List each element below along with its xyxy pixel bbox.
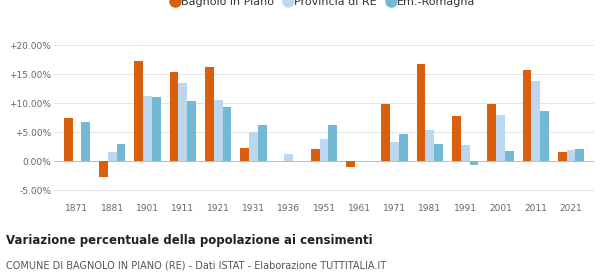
Bar	[346, 161, 355, 167]
Bar	[82, 122, 90, 161]
Bar	[152, 97, 161, 161]
Legend: Bagnolo in Piano, Provincia di RE, Em.-Romagna: Bagnolo in Piano, Provincia di RE, Em.-R…	[168, 0, 480, 12]
Bar	[240, 148, 249, 161]
Bar	[187, 101, 196, 161]
Bar	[205, 67, 214, 161]
Bar	[566, 150, 575, 161]
Bar	[178, 83, 187, 161]
Bar	[311, 150, 320, 161]
Bar	[425, 130, 434, 161]
Bar	[575, 150, 584, 161]
Bar	[214, 100, 223, 161]
Bar	[143, 96, 152, 161]
Bar	[523, 70, 532, 161]
Bar	[434, 144, 443, 161]
Bar	[284, 154, 293, 161]
Bar	[249, 132, 258, 161]
Bar	[390, 142, 399, 161]
Bar	[487, 104, 496, 161]
Bar	[320, 139, 328, 161]
Bar	[461, 145, 470, 161]
Bar	[496, 115, 505, 161]
Bar	[558, 152, 566, 161]
Bar	[170, 73, 178, 161]
Bar	[470, 161, 478, 165]
Bar	[258, 125, 266, 161]
Bar	[540, 111, 549, 161]
Bar	[399, 134, 408, 161]
Bar	[382, 104, 390, 161]
Bar	[99, 161, 108, 177]
Bar	[223, 107, 232, 161]
Text: Variazione percentuale della popolazione ai censimenti: Variazione percentuale della popolazione…	[6, 234, 373, 247]
Bar	[532, 81, 540, 161]
Bar	[416, 64, 425, 161]
Bar	[64, 118, 73, 161]
Bar	[505, 151, 514, 161]
Text: COMUNE DI BAGNOLO IN PIANO (RE) - Dati ISTAT - Elaborazione TUTTITALIA.IT: COMUNE DI BAGNOLO IN PIANO (RE) - Dati I…	[6, 260, 386, 270]
Bar	[116, 144, 125, 161]
Bar	[452, 116, 461, 161]
Bar	[108, 152, 116, 161]
Bar	[134, 61, 143, 161]
Bar	[328, 125, 337, 161]
